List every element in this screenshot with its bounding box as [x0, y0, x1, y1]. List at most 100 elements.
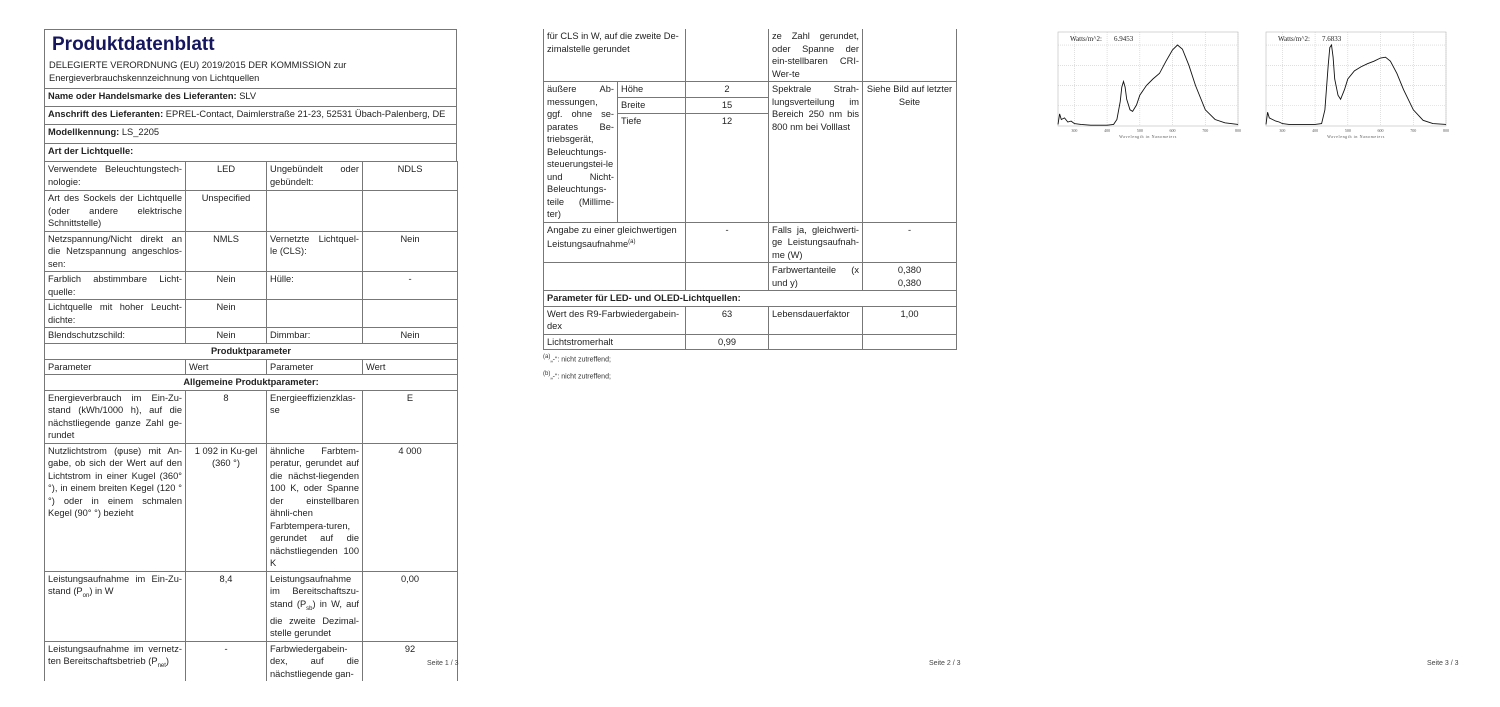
psb-label: Leistungsaufnahme im Bereitschaftszu-sta…	[266, 570, 363, 642]
col-header: Wert	[185, 358, 267, 375]
label-cell: Hülle:	[266, 271, 363, 300]
value-cell: Nein	[185, 327, 267, 344]
label-cell: Netzspannung/Nicht direkt an die Netzspa…	[44, 230, 186, 272]
continued-label-left: für CLS in W, auf die zweite De-zimalste…	[542, 29, 687, 82]
value-cell: Nein	[185, 299, 267, 328]
table-row: Lichtquelle mit hoher Leucht-dichte: Nein	[44, 299, 458, 328]
spectral-label: Spektrale Strah-lungsverteilung im Berei…	[768, 81, 864, 223]
watts-value: 7.6833	[1322, 35, 1342, 43]
dim-label: Höhe	[616, 81, 687, 98]
page-1: Produktdatenblatt DELEGIERTE VERORDNUNG …	[44, 29, 458, 682]
x-tick-label: 300	[1279, 128, 1285, 133]
page-number: Seite 3 / 3	[1427, 660, 1459, 667]
supplier-label: Name oder Handelsmarke des Lieferanten:	[48, 91, 237, 101]
params-table-continued: für CLS in W, auf die zweite De-zimalste…	[542, 29, 958, 350]
value-cell: LED	[185, 161, 267, 191]
equiv-value: -	[685, 221, 770, 263]
life-value: 1,00	[862, 305, 958, 335]
lumen-label: Lichtstromerhalt	[542, 333, 687, 350]
plot-frame	[1057, 31, 1239, 127]
address-value: EPREL-Contact, Daimlerstraße 21-23, 5253…	[165, 109, 446, 119]
label-cell: Energieverbrauch im Ein-Zu-stand (kWh/10…	[44, 389, 186, 444]
footnote: (a)„-“: nicht zutreffend;	[543, 354, 611, 364]
page-title: Produktdatenblatt	[52, 34, 215, 55]
x-tick-label: 700	[1410, 128, 1416, 133]
dim-value: 12	[685, 113, 770, 222]
value-cell: Nein	[362, 230, 458, 272]
dim-label: Breite	[616, 97, 687, 114]
plot-frame	[1265, 31, 1447, 127]
regulation-subtitle: DELEGIERTE VERORDNUNG (EU) 2019/2015 DER…	[49, 60, 347, 83]
model-label: Modellkennung:	[48, 127, 120, 137]
page-number: Seite 1 / 3	[427, 660, 459, 667]
x-tick-label: 400	[1312, 128, 1318, 133]
x-tick-label: 800	[1235, 128, 1241, 133]
value-cell: Nein	[185, 271, 267, 300]
spectrum-line	[1057, 44, 1239, 126]
type-heading: Art der Lichtquelle:	[44, 143, 457, 162]
label-cell: Dimmbar:	[266, 327, 363, 344]
x-tick-label: 500	[1345, 128, 1351, 133]
value-cell: 1 092 in Ku-gel (360 °)	[185, 442, 267, 572]
led-heading: Parameter für LED- und OLED-Lichtquellen…	[542, 290, 958, 307]
table-row: Energieverbrauch im Ein-Zu-stand (kWh/10…	[44, 389, 458, 444]
x-tick-label: 300	[1071, 128, 1077, 133]
col-header: Parameter	[266, 358, 363, 375]
watts-label: Watts/m^2:	[1278, 35, 1310, 43]
label-cell	[266, 190, 363, 232]
label-cell: Ungebündelt oder gebündelt:	[266, 161, 363, 191]
value-cell: NDLS	[362, 161, 458, 191]
chroma-values: 0,380 0,380	[862, 262, 958, 291]
pnet-value: -	[185, 640, 267, 682]
value-cell: Nein	[362, 327, 458, 344]
table-row: Farblich abstimmbare Licht-quelle: Nein Hü…	[44, 271, 458, 300]
model-value: LS_2205	[121, 127, 160, 137]
equiv-w-value: -	[862, 221, 958, 263]
label-cell: Vernetzte Lichtquel-le (CLS):	[266, 230, 363, 272]
spectral-value: Siehe Bild auf letzter Seite	[862, 81, 958, 223]
x-tick-label: 400	[1104, 128, 1110, 133]
psb-value: 0,00	[362, 570, 458, 642]
x-axis-label: Wavelength in Nanometers	[1327, 134, 1385, 139]
label-cell: Energieeffizienzklas-se	[266, 389, 363, 444]
label-cell: Lichtquelle mit hoher Leucht-dichte:	[44, 299, 186, 328]
table-row: Netzspannung/Nicht direkt an die Netzspa…	[44, 230, 458, 272]
x-tick-label: 600	[1378, 128, 1384, 133]
value-cell: E	[362, 389, 458, 444]
pon-value: 8,4	[185, 570, 267, 642]
value-cell	[362, 299, 458, 328]
spectrum-chart-1: 300 400 500 600 700 800 Watts/m^2: 6.9453 Wavele…	[1046, 28, 1244, 144]
x-axis-label: Wavelength in Nanometers	[1119, 134, 1177, 139]
value-cell: -	[362, 271, 458, 300]
table-row: Art des Sockels der Lichtquelle (oder an…	[44, 190, 458, 232]
label-cell	[266, 299, 363, 328]
chart-background	[1046, 28, 1244, 144]
address-label: Anschrift des Lieferanten:	[48, 109, 164, 119]
life-label: Lebensdauerfaktor	[768, 305, 864, 335]
label-cell: Nutzlichtstrom (φuse) mit An-gabe, ob si…	[44, 442, 186, 572]
equiv-label: Angabe zu einer gleichwertigen Leistungs…	[542, 221, 687, 263]
spectrum-line	[1265, 43, 1447, 125]
dim-label: Tiefe	[616, 113, 687, 222]
pon-label: Leistungsaufnahme im Ein-Zu-stand (Pon) …	[44, 570, 186, 642]
spectrum-chart-2: 300 400 500 600 700 800 Watts/m^2: 7.6833 Wavele…	[1254, 28, 1452, 144]
equiv-w-label: Falls ja, gleichwerti-ge Leistungsaufnah…	[768, 221, 864, 263]
lumen-value: 0,99	[685, 333, 770, 350]
watts-label: Watts/m^2:	[1070, 35, 1102, 43]
params-heading: Produktparameter	[44, 343, 458, 360]
value-cell: NMLS	[185, 230, 267, 272]
label-cell: Farblich abstimmbare Licht-quelle:	[44, 271, 186, 300]
dimensions-label: äußere Ab-messungen, ggf. ohne se-parate…	[543, 81, 618, 223]
supplier-value: SLV	[239, 91, 257, 101]
page-number: Seite 2 / 3	[929, 660, 961, 667]
cri-value: 92	[362, 640, 458, 682]
cri-label: Farbwiedergabein-dex, auf die nächstlieg…	[266, 640, 363, 682]
header-table: Produktdatenblatt DELEGIERTE VERORDNUNG …	[44, 29, 457, 162]
table-row: Verwendete Beleuchtungstech-nologie: LED U…	[44, 161, 458, 191]
dim-value: 2	[685, 81, 770, 98]
label-cell: Art des Sockels der Lichtquelle (oder an…	[44, 190, 186, 232]
col-header: Parameter	[44, 358, 186, 375]
col-header: Wert	[362, 358, 458, 375]
value-cell: 8	[185, 389, 267, 444]
pnet-label: Leistungsaufnahme im vernetz-ten Bereits…	[44, 640, 186, 682]
